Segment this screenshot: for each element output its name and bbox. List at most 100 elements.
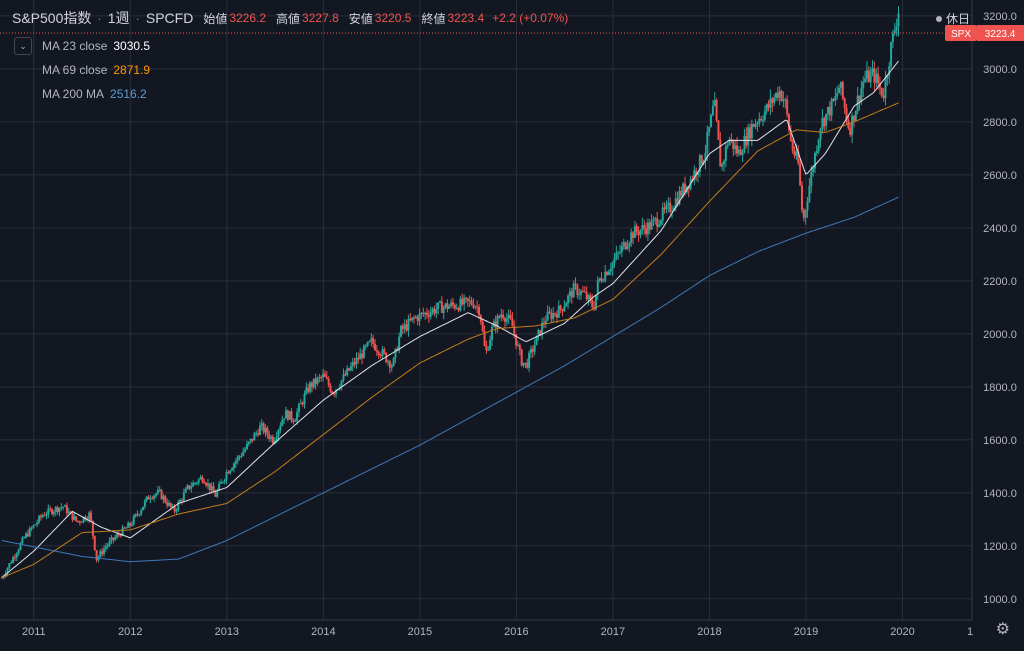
candle-body	[106, 544, 109, 547]
candle-body	[268, 434, 271, 439]
candle-body	[505, 318, 508, 322]
candle-body	[487, 349, 490, 351]
candle-body	[771, 98, 774, 104]
candle-body	[52, 511, 55, 515]
candle-body	[388, 361, 391, 368]
candle-body	[529, 348, 532, 353]
candle-body	[290, 411, 293, 420]
candle-body	[379, 355, 382, 357]
price-axis[interactable]: 1000.0 1200.0 1400.0 1600.0 1800.0 2000.0 2200…	[983, 11, 1017, 606]
candle-body	[45, 514, 48, 516]
candle-body	[767, 104, 770, 108]
candle-body	[320, 377, 323, 379]
candle-body	[247, 441, 250, 445]
candle-body	[576, 284, 579, 295]
candle-body	[101, 551, 104, 554]
candle-body	[619, 251, 622, 253]
candle-body	[377, 351, 380, 356]
candle-body	[64, 505, 67, 507]
candle-body	[739, 149, 742, 156]
candle-body	[39, 515, 42, 518]
candle-body	[817, 139, 820, 152]
candle-body	[41, 515, 44, 518]
candle-body	[858, 95, 861, 102]
candle-body	[56, 507, 59, 513]
candle-body	[214, 492, 217, 497]
header-separator: ·	[97, 10, 102, 26]
candle-body	[684, 183, 687, 193]
candle-body	[129, 522, 132, 526]
status-dot-icon	[935, 15, 942, 22]
candle-body	[407, 318, 410, 331]
x-tick-label: 2019	[794, 626, 818, 638]
candle-body	[691, 179, 694, 181]
interval[interactable]: 1週	[107, 10, 130, 26]
candle-body	[494, 321, 497, 328]
candle-body	[450, 302, 453, 307]
candle-body	[23, 537, 26, 539]
candle-body	[108, 540, 111, 545]
legend-ma23[interactable]: ⌄ MA 23 close 3030.5	[14, 34, 150, 58]
candle-body	[387, 361, 390, 363]
candle-body	[557, 305, 560, 318]
legend-ma69[interactable]: MA 69 close 2871.9	[14, 58, 150, 82]
candle-body	[470, 300, 473, 305]
candle-body	[747, 127, 750, 146]
candle-body	[154, 493, 157, 496]
candle-body	[281, 420, 284, 426]
candle-body	[687, 186, 690, 190]
candle-body	[51, 509, 54, 515]
candle-body	[455, 307, 458, 309]
candle-body	[362, 345, 365, 359]
candle-body	[806, 201, 809, 211]
candle-body	[589, 295, 592, 300]
candle-body	[752, 124, 755, 127]
candle-body	[602, 280, 605, 282]
candle-body	[669, 202, 672, 212]
candle-body	[797, 151, 800, 163]
gear-icon[interactable]: ⚙	[995, 621, 1010, 638]
candle-body	[717, 120, 720, 140]
candle-body	[630, 232, 633, 243]
candle-body	[750, 124, 753, 139]
candle-body	[249, 438, 252, 442]
candle-body	[513, 326, 516, 334]
candle-body	[674, 198, 677, 209]
candle-body	[786, 99, 789, 115]
candle-body	[852, 115, 855, 121]
candle-body	[411, 317, 414, 321]
candle-body	[381, 349, 384, 356]
candle-body	[769, 98, 772, 108]
candle-body	[845, 107, 848, 121]
candle-body	[216, 490, 219, 497]
candle-body	[613, 258, 616, 263]
candle-body	[682, 183, 685, 196]
chevron-down-icon[interactable]: ⌄	[14, 37, 32, 55]
symbol-name[interactable]: S&P500指数	[12, 10, 92, 26]
x-tick-label: 2015	[408, 626, 432, 638]
time-axis[interactable]: 2011 2012 2013 2014 2015 2016 2017 2018 2019 2020…	[22, 626, 973, 638]
candle-body	[568, 291, 571, 296]
candle-body	[385, 352, 388, 363]
candle-body	[175, 509, 178, 512]
legend-ma200[interactable]: MA 200 MA 2516.2	[14, 82, 150, 106]
candle-body	[587, 295, 590, 300]
candle-body	[620, 246, 623, 252]
candle-body	[658, 224, 661, 227]
high-value: 3227.8	[302, 11, 339, 25]
candle-body	[342, 374, 345, 381]
x-tick-label: 2017	[601, 626, 625, 638]
candle-body	[299, 402, 302, 405]
candle-body	[401, 325, 404, 329]
candle-body	[121, 527, 124, 536]
candle-body	[158, 489, 161, 491]
candle-body	[132, 516, 135, 525]
ma-line-3	[1, 196, 899, 563]
candle-body	[632, 232, 635, 238]
candle-body	[335, 389, 338, 394]
candle-body	[834, 95, 837, 101]
candle-body	[645, 228, 648, 235]
candle-body	[91, 520, 94, 536]
status-text: 休日	[945, 12, 970, 26]
